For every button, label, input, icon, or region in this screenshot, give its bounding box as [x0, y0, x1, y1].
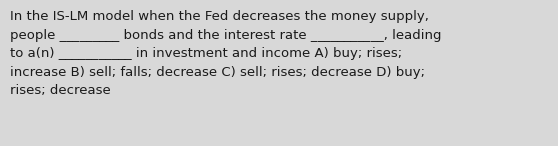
Text: In the IS-LM model when the Fed decreases the money supply,
people _________ bon: In the IS-LM model when the Fed decrease…	[10, 10, 441, 97]
